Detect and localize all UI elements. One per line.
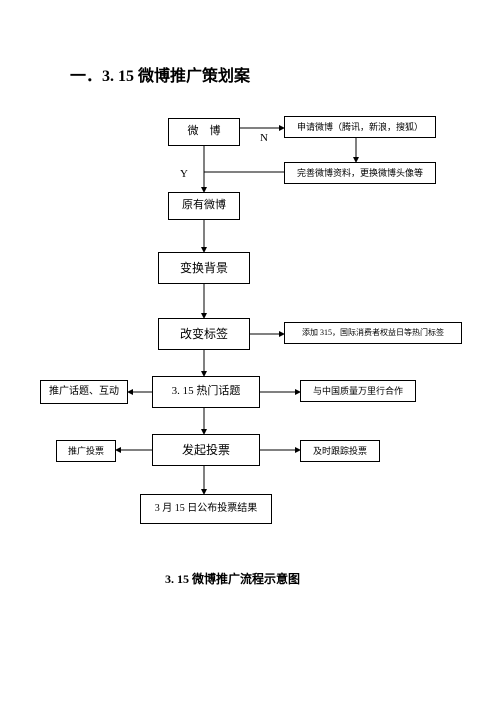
node-weibo: 微 博 — [168, 118, 240, 146]
flowchart-edges — [0, 0, 500, 708]
edge-label-labelN: N — [260, 132, 268, 144]
diagram-caption: 3. 15 微博推广流程示意图 — [165, 570, 300, 587]
node-profile: 完善微博资料，更换微博头像等 — [284, 162, 436, 184]
node-apply: 申请微博（腾讯，新浪，搜狐） — [284, 116, 436, 138]
node-addtag: 添加 315，国际消费者权益日等热门标签 — [284, 322, 462, 344]
node-hot: 3. 15 热门话题 — [152, 376, 260, 408]
node-bg: 变换背景 — [158, 252, 250, 284]
node-track: 及时跟踪投票 — [300, 440, 380, 462]
page-title: 一．3. 15 微博推广策划案 — [70, 62, 250, 86]
node-voteL: 推广投票 — [56, 440, 116, 462]
edge-label-labelY: Y — [180, 168, 188, 180]
node-vote: 发起投票 — [152, 434, 260, 466]
node-tag: 改变标签 — [158, 318, 250, 350]
node-topicL: 推广话题、互动 — [40, 380, 128, 404]
node-result: 3 月 15 日公布投票结果 — [140, 494, 272, 524]
node-existing: 原有微博 — [168, 192, 240, 220]
node-coop: 与中国质量万里行合作 — [300, 380, 416, 402]
